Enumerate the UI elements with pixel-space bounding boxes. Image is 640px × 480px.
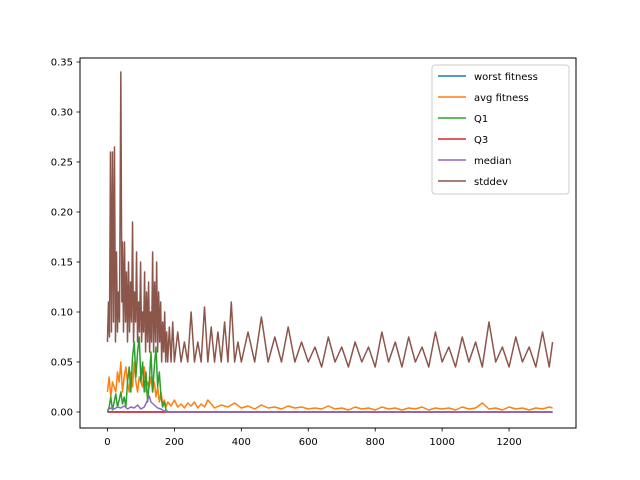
legend-label-q1: Q1 <box>474 114 488 125</box>
y-axis: 0.00 0.05 0.10 0.15 0.20 0.25 0.30 0.35 <box>51 58 80 419</box>
legend-label-stddev: stddev <box>474 177 508 188</box>
y-tick-label: 0.30 <box>51 108 73 119</box>
x-tick-label: 400 <box>232 437 251 448</box>
y-tick-label: 0.20 <box>51 208 73 219</box>
series-line-stddev <box>106 71 554 368</box>
plot-frame <box>79 57 577 429</box>
plot-area <box>106 71 554 413</box>
y-tick-label: 0.10 <box>51 308 73 319</box>
x-tick-label: 800 <box>366 437 385 448</box>
x-tick-label: 0 <box>104 437 110 448</box>
legend-label-avg-fitness: avg fitness <box>474 93 529 104</box>
series-line-q1 <box>106 336 553 413</box>
y-tick-label: 0.15 <box>51 258 73 269</box>
x-tick-label: 200 <box>165 437 184 448</box>
series-layer <box>106 71 554 413</box>
x-tick-label: 600 <box>299 437 318 448</box>
legend-label-q3: Q3 <box>474 135 488 146</box>
legend-label-median: median <box>474 156 512 167</box>
y-tick-label: 0.25 <box>51 158 73 169</box>
series-line-median <box>107 395 553 413</box>
x-axis: 0 200 400 600 800 1000 1200 <box>104 428 522 448</box>
y-tick-label: 0.05 <box>51 358 73 369</box>
legend-label-worst-fitness: worst fitness <box>474 72 538 83</box>
legend: worst fitness avg fitness Q1 Q3 median stddev <box>431 64 570 195</box>
y-tick-label: 0.35 <box>51 58 73 69</box>
x-tick-label: 1000 <box>429 437 454 448</box>
x-tick-label: 1200 <box>496 437 521 448</box>
y-tick-label: 0.00 <box>51 408 73 419</box>
legend-box <box>431 64 570 195</box>
